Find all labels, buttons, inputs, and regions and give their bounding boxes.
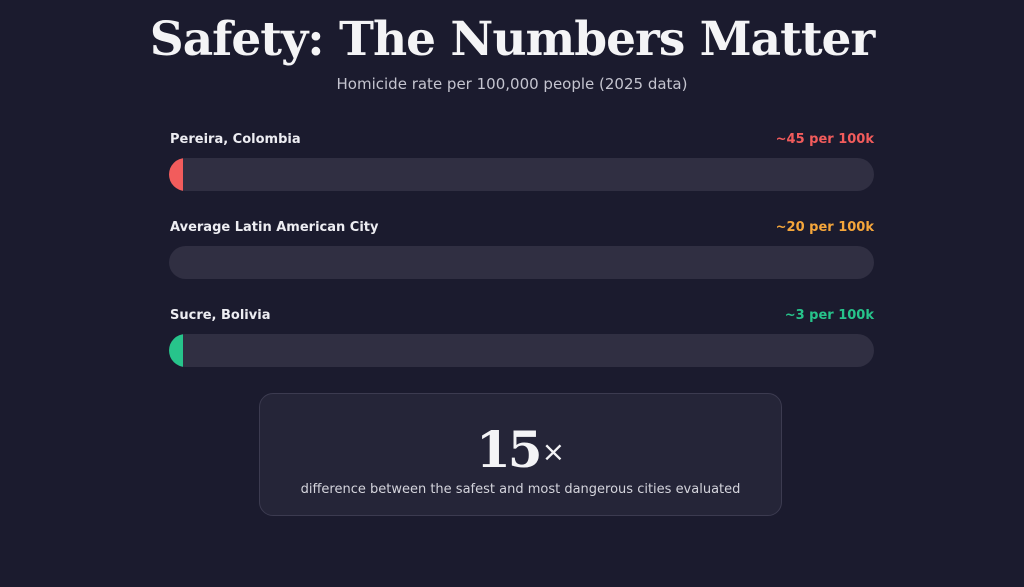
bar-track [169, 334, 874, 367]
bar-track [169, 158, 874, 191]
bar-row: Sucre, Bolivia ~3 per 100k [169, 306, 874, 368]
stat-card: 15× difference between the safest and mo… [259, 393, 782, 516]
bar-fill [169, 158, 183, 191]
bar-row: Average Latin American City ~20 per 100k [169, 218, 874, 280]
stat-value: 15 [475, 420, 543, 479]
bar-track [169, 246, 874, 279]
stat-caption: difference between the safest and most d… [300, 482, 741, 497]
bar-fill [169, 334, 183, 367]
bar-label: Sucre, Bolivia [170, 308, 271, 323]
bar-value-label: ~20 per 100k [775, 220, 874, 235]
bar-label: Pereira, Colombia [170, 132, 301, 147]
stat-number: 15× [260, 420, 781, 492]
bar-value-label: ~3 per 100k [784, 308, 874, 323]
bar-row: Pereira, Colombia ~45 per 100k [169, 130, 874, 192]
page-subtitle: Homicide rate per 100,000 people (2025 d… [336, 75, 688, 93]
page-title: Safety: The Numbers Matter [149, 12, 875, 67]
bar-label: Average Latin American City [170, 220, 379, 235]
bar-value-label: ~45 per 100k [775, 132, 874, 147]
stat-suffix: × [541, 435, 566, 468]
